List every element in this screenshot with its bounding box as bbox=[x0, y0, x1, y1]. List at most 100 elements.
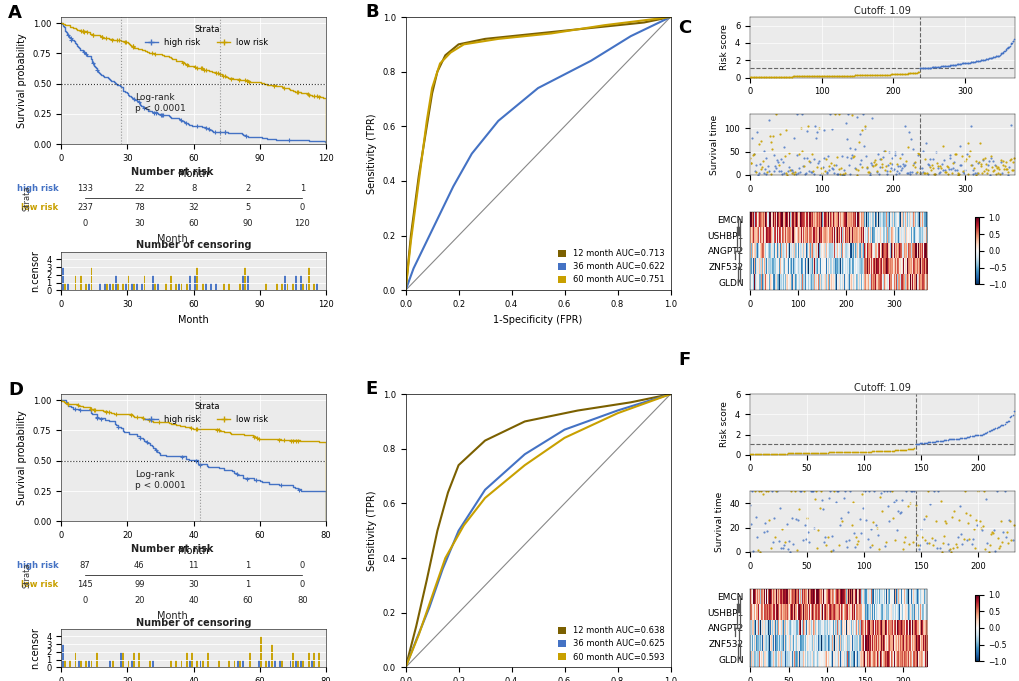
Point bbox=[780, 448, 796, 459]
Point bbox=[908, 166, 924, 177]
Point bbox=[786, 448, 802, 459]
Point bbox=[777, 519, 794, 530]
Point bbox=[975, 166, 991, 177]
Bar bbox=[89, 283, 90, 290]
Point bbox=[999, 537, 1015, 548]
Point bbox=[1003, 535, 1019, 545]
Point bbox=[742, 518, 758, 529]
Point bbox=[869, 69, 886, 80]
Point bbox=[773, 169, 790, 180]
Bar bbox=[185, 652, 187, 667]
Point bbox=[843, 70, 859, 81]
Text: Number of censoring: Number of censoring bbox=[136, 618, 251, 628]
Point bbox=[879, 159, 896, 170]
Point bbox=[988, 422, 1005, 432]
X-axis label: Month: Month bbox=[178, 315, 209, 325]
Point bbox=[868, 165, 884, 176]
Point bbox=[925, 437, 942, 447]
Point bbox=[761, 72, 777, 82]
Point bbox=[855, 140, 871, 151]
Point bbox=[776, 448, 793, 459]
Bar bbox=[130, 283, 132, 290]
Point bbox=[977, 494, 994, 505]
Point bbox=[851, 129, 867, 140]
Point bbox=[980, 52, 997, 63]
Point bbox=[801, 157, 817, 168]
Point bbox=[833, 170, 849, 180]
Point bbox=[754, 449, 770, 460]
Point bbox=[903, 67, 919, 78]
Point bbox=[876, 445, 893, 456]
Point bbox=[797, 71, 813, 82]
Bar bbox=[189, 660, 191, 667]
Point bbox=[877, 69, 894, 80]
Point bbox=[1004, 35, 1019, 46]
Point bbox=[799, 71, 815, 82]
Point bbox=[750, 72, 766, 82]
Point bbox=[922, 62, 938, 73]
Point bbox=[836, 70, 852, 81]
Point bbox=[769, 536, 786, 547]
Point bbox=[889, 445, 905, 456]
Point bbox=[999, 415, 1015, 426]
Point bbox=[910, 148, 926, 159]
Point bbox=[976, 158, 993, 169]
Point bbox=[918, 437, 934, 448]
Point bbox=[829, 169, 846, 180]
Point bbox=[914, 438, 930, 449]
Point bbox=[820, 161, 837, 172]
Bar bbox=[268, 660, 270, 667]
Point bbox=[876, 69, 893, 80]
Point bbox=[986, 545, 1003, 556]
Point bbox=[844, 70, 860, 81]
Point bbox=[940, 434, 956, 445]
Point bbox=[814, 447, 830, 458]
Point bbox=[769, 448, 786, 459]
Point bbox=[957, 507, 973, 518]
Point bbox=[956, 486, 972, 497]
Point bbox=[777, 71, 794, 82]
Point bbox=[996, 45, 1012, 56]
Point bbox=[768, 448, 785, 459]
Point bbox=[898, 444, 914, 455]
Point bbox=[887, 69, 903, 80]
Point bbox=[999, 43, 1015, 54]
Point bbox=[741, 449, 757, 460]
Text: 145: 145 bbox=[77, 580, 93, 589]
Point bbox=[970, 516, 986, 526]
Point bbox=[892, 445, 908, 456]
Point bbox=[888, 445, 904, 456]
Point bbox=[751, 546, 767, 557]
Point bbox=[749, 170, 765, 180]
Bar bbox=[180, 660, 182, 667]
Point bbox=[901, 68, 917, 79]
Bar bbox=[279, 660, 280, 667]
Point bbox=[988, 533, 1005, 544]
Point bbox=[989, 421, 1006, 432]
Point bbox=[810, 71, 826, 82]
Point bbox=[1004, 535, 1019, 546]
Point bbox=[881, 486, 898, 497]
Point bbox=[837, 70, 853, 81]
Point bbox=[755, 168, 771, 178]
Point bbox=[861, 168, 877, 178]
Point bbox=[964, 57, 980, 67]
Bar bbox=[242, 275, 244, 290]
Point bbox=[883, 69, 900, 80]
Text: 0: 0 bbox=[83, 219, 88, 228]
Point bbox=[919, 62, 935, 73]
Point bbox=[942, 547, 958, 558]
X-axis label: Month: Month bbox=[178, 168, 209, 178]
Bar bbox=[136, 283, 138, 290]
Point bbox=[955, 533, 971, 544]
Point bbox=[835, 164, 851, 175]
Point bbox=[904, 67, 920, 78]
Point bbox=[868, 166, 884, 177]
Point bbox=[908, 530, 924, 541]
Point bbox=[753, 72, 769, 82]
Point bbox=[794, 447, 810, 458]
Point bbox=[899, 168, 915, 179]
Point bbox=[825, 70, 842, 81]
Point bbox=[907, 168, 923, 178]
Point bbox=[995, 163, 1011, 174]
